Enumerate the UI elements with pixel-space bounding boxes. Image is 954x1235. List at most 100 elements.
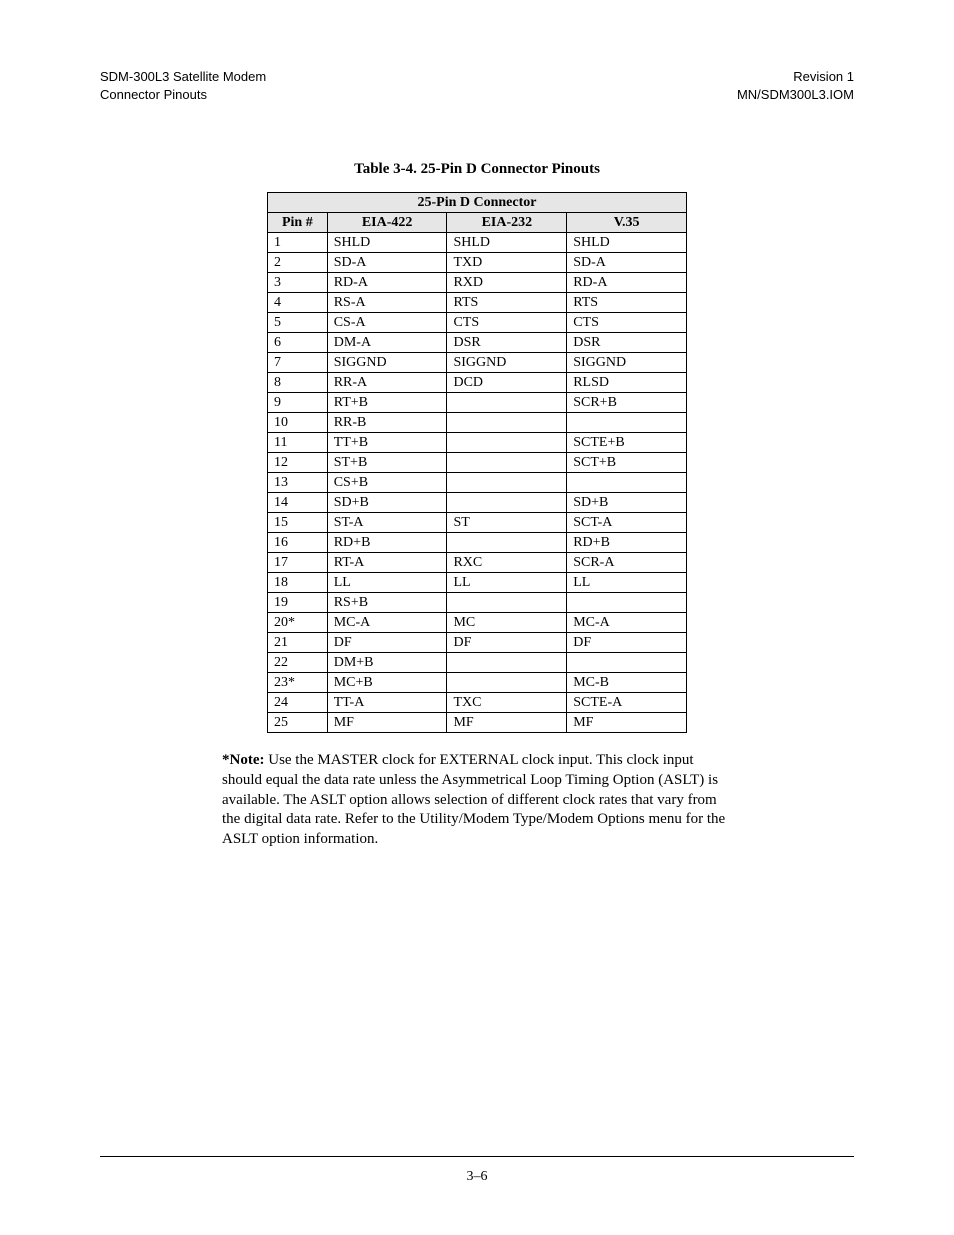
cell-pin: 17 — [268, 553, 328, 573]
cell-signal: RLSD — [567, 373, 687, 393]
header-left-line2: Connector Pinouts — [100, 86, 266, 104]
cell-signal — [447, 533, 567, 553]
col-header-pin: Pin # — [268, 213, 328, 233]
cell-signal: SCTE-A — [567, 693, 687, 713]
cell-signal: DSR — [567, 333, 687, 353]
table-title: 25-Pin D Connector — [268, 193, 687, 213]
cell-pin: 5 — [268, 313, 328, 333]
cell-signal: CTS — [567, 313, 687, 333]
cell-signal: RD+B — [567, 533, 687, 553]
cell-signal — [567, 473, 687, 493]
cell-signal: MC-A — [327, 613, 447, 633]
cell-pin: 9 — [268, 393, 328, 413]
table-row: 8RR-ADCDRLSD — [268, 373, 687, 393]
cell-signal: MC-A — [567, 613, 687, 633]
cell-pin: 10 — [268, 413, 328, 433]
cell-pin: 2 — [268, 253, 328, 273]
cell-pin: 15 — [268, 513, 328, 533]
cell-signal: DF — [567, 633, 687, 653]
cell-signal: RD-A — [567, 273, 687, 293]
cell-signal: DSR — [447, 333, 567, 353]
cell-signal: SHLD — [447, 233, 567, 253]
cell-signal: ST — [447, 513, 567, 533]
cell-pin: 13 — [268, 473, 328, 493]
cell-signal: SD-A — [327, 253, 447, 273]
cell-signal: SD+B — [567, 493, 687, 513]
cell-signal: SIGGND — [447, 353, 567, 373]
cell-signal: DF — [327, 633, 447, 653]
cell-signal: SCR-A — [567, 553, 687, 573]
cell-signal — [447, 493, 567, 513]
table-row: 12ST+BSCT+B — [268, 453, 687, 473]
cell-signal: ST-A — [327, 513, 447, 533]
table-header-row: Pin # EIA-422 EIA-232 V.35 — [268, 213, 687, 233]
header-right-line2: MN/SDM300L3.IOM — [737, 86, 854, 104]
cell-signal: RTS — [447, 293, 567, 313]
cell-signal: LL — [567, 573, 687, 593]
cell-signal — [447, 453, 567, 473]
cell-signal: SIGGND — [567, 353, 687, 373]
table-row: 24TT-ATXCSCTE-A — [268, 693, 687, 713]
table-row: 20*MC-AMCMC-A — [268, 613, 687, 633]
cell-pin: 6 — [268, 333, 328, 353]
cell-pin: 18 — [268, 573, 328, 593]
cell-signal: TT-A — [327, 693, 447, 713]
cell-signal: SCT+B — [567, 453, 687, 473]
cell-signal: RT-A — [327, 553, 447, 573]
cell-signal: SHLD — [327, 233, 447, 253]
cell-signal — [447, 393, 567, 413]
cell-pin: 12 — [268, 453, 328, 473]
cell-signal: LL — [447, 573, 567, 593]
cell-signal: DCD — [447, 373, 567, 393]
table-row: 10RR-B — [268, 413, 687, 433]
cell-signal: TT+B — [327, 433, 447, 453]
cell-signal: RD-A — [327, 273, 447, 293]
table-row: 22DM+B — [268, 653, 687, 673]
cell-signal: SD-A — [567, 253, 687, 273]
table-row: 15ST-ASTSCT-A — [268, 513, 687, 533]
cell-pin: 7 — [268, 353, 328, 373]
cell-pin: 23* — [268, 673, 328, 693]
note-lead: *Note: — [222, 752, 264, 768]
cell-signal: MC-B — [567, 673, 687, 693]
cell-pin: 24 — [268, 693, 328, 713]
table-row: 7SIGGNDSIGGNDSIGGND — [268, 353, 687, 373]
header-right-line1: Revision 1 — [737, 68, 854, 86]
cell-pin: 4 — [268, 293, 328, 313]
cell-signal: RXD — [447, 273, 567, 293]
cell-signal: DM-A — [327, 333, 447, 353]
table-row: 16RD+BRD+B — [268, 533, 687, 553]
cell-signal: MF — [567, 713, 687, 733]
cell-pin: 19 — [268, 593, 328, 613]
cell-signal: SHLD — [567, 233, 687, 253]
header-right: Revision 1 MN/SDM300L3.IOM — [737, 68, 854, 103]
cell-signal: DM+B — [327, 653, 447, 673]
cell-signal: RR-A — [327, 373, 447, 393]
cell-signal — [447, 433, 567, 453]
note-block: *Note: Use the MASTER clock for EXTERNAL… — [222, 751, 732, 850]
cell-pin: 14 — [268, 493, 328, 513]
cell-signal: MC — [447, 613, 567, 633]
cell-signal: MC+B — [327, 673, 447, 693]
cell-signal: DF — [447, 633, 567, 653]
cell-signal: TXD — [447, 253, 567, 273]
col-header-eia232: EIA-232 — [447, 213, 567, 233]
footer-rule — [100, 1156, 854, 1157]
cell-signal — [447, 593, 567, 613]
cell-signal: SCTE+B — [567, 433, 687, 453]
table-row: 6DM-ADSRDSR — [268, 333, 687, 353]
cell-signal: SD+B — [327, 493, 447, 513]
cell-signal: TXC — [447, 693, 567, 713]
cell-signal — [447, 673, 567, 693]
pinout-table: 25-Pin D Connector Pin # EIA-422 EIA-232… — [267, 192, 687, 733]
header-left-line1: SDM-300L3 Satellite Modem — [100, 68, 266, 86]
table-row: 3RD-ARXDRD-A — [268, 273, 687, 293]
table-row: 21DFDFDF — [268, 633, 687, 653]
cell-signal: CTS — [447, 313, 567, 333]
cell-signal: RD+B — [327, 533, 447, 553]
cell-signal: SCR+B — [567, 393, 687, 413]
cell-signal: SCT-A — [567, 513, 687, 533]
cell-pin: 11 — [268, 433, 328, 453]
cell-signal: MF — [327, 713, 447, 733]
cell-signal: CS-A — [327, 313, 447, 333]
